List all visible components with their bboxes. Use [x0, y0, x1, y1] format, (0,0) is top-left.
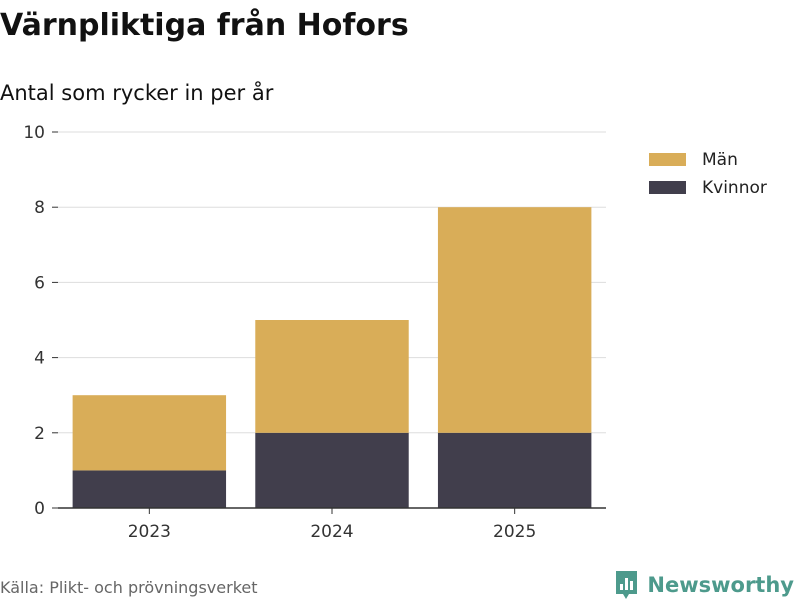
axes: 0 2 4 6 8 10 2023 2024 2025: [23, 123, 606, 542]
legend-label-män: Män: [702, 150, 738, 170]
legend-swatch-kvinnor: [649, 181, 686, 194]
legend-label-kvinnor: Kvinnor: [702, 178, 767, 198]
y-tick-label: 6: [34, 273, 45, 293]
y-tick-label: 4: [34, 349, 45, 369]
newsworthy-logo-icon: [616, 571, 638, 599]
legend-swatch-män: [649, 153, 686, 166]
bar-kvinnor-2023: [72, 470, 227, 508]
bar-kvinnor-2025: [437, 432, 592, 508]
chart-title: Värnpliktiga från Hofors: [0, 8, 409, 43]
bar-män-2025: [437, 207, 592, 433]
y-tick-label: 2: [34, 424, 45, 444]
x-tick-label: 2025: [493, 522, 536, 542]
y-tick-label: 10: [23, 123, 45, 143]
y-tick-label: 8: [34, 198, 45, 218]
bar-kvinnor-2024: [255, 432, 409, 508]
stacked-bar-chart: 0 2 4 6 8 10 2023 2024 2025 Män Kvinnor: [23, 123, 767, 542]
x-tick-label: 2024: [310, 522, 353, 542]
brand-name: Newsworthy: [647, 573, 794, 597]
y-tick-label: 0: [34, 499, 45, 519]
legend: Män Kvinnor: [649, 150, 767, 198]
bars: [72, 207, 592, 508]
brand-logo[interactable]: Newsworthy: [614, 568, 794, 602]
bar-män-2024: [255, 320, 409, 433]
x-tick-label: 2023: [128, 522, 171, 542]
chart-subtitle: Antal som rycker in per år: [0, 81, 274, 105]
bar-män-2023: [72, 395, 227, 471]
source-note: Källa: Plikt- och prövningsverket: [0, 578, 258, 597]
